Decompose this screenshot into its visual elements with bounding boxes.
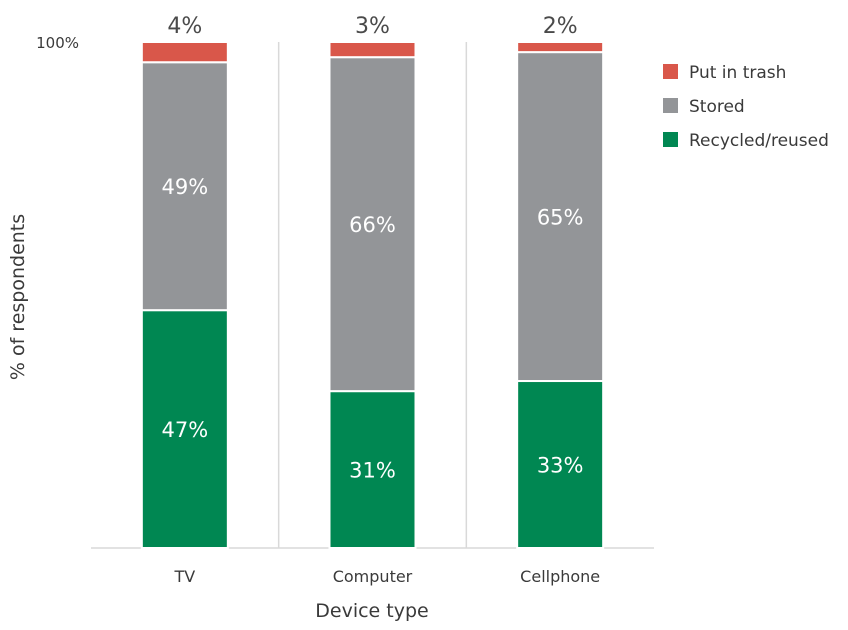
legend-label: Stored: [689, 97, 745, 117]
x-tick-label: Cellphone: [520, 567, 600, 586]
bar-segment-put-in-trash-cellphone: [516, 41, 605, 54]
legend-swatch: [663, 64, 678, 79]
data-label: 3%: [355, 14, 390, 39]
legend-label: Recycled/reused: [689, 131, 829, 151]
bar-segment-recycled-reused-cellphone: [516, 380, 605, 549]
data-label: 4%: [167, 14, 202, 39]
bar-segment-recycled-reused-computer: [328, 390, 417, 550]
bar-segment-put-in-trash-tv: [140, 41, 229, 64]
y-axis-label: % of respondents: [7, 214, 29, 380]
data-label: 2%: [543, 14, 578, 39]
legend-swatch: [663, 98, 678, 113]
x-tick-label: Computer: [333, 567, 413, 586]
x-tick-label: TV: [173, 567, 195, 586]
bar-segment-recycled-reused-tv: [140, 309, 229, 549]
legend-swatch: [663, 132, 678, 147]
bar-segment-put-in-trash-computer: [328, 41, 417, 59]
y-tick-label: 100%: [36, 34, 79, 52]
data-label: 31%: [349, 459, 396, 483]
legend-label: Put in trash: [689, 63, 786, 83]
data-label: 33%: [537, 454, 584, 478]
data-label: 66%: [349, 213, 396, 237]
x-axis-label: Device type: [315, 600, 428, 622]
bar-segment-stored-computer: [328, 56, 417, 393]
data-label: 49%: [161, 175, 208, 199]
data-label: 47%: [161, 418, 208, 442]
plot-area: 100% 47% 49% 4% TV 31% 66% 3% Computer 33% 65% 2% Ce…: [36, 14, 654, 586]
legend: Put in trash Stored Recycled/reused: [663, 63, 829, 151]
data-label: 65%: [537, 206, 584, 230]
bar-segment-stored-cellphone: [516, 51, 605, 383]
